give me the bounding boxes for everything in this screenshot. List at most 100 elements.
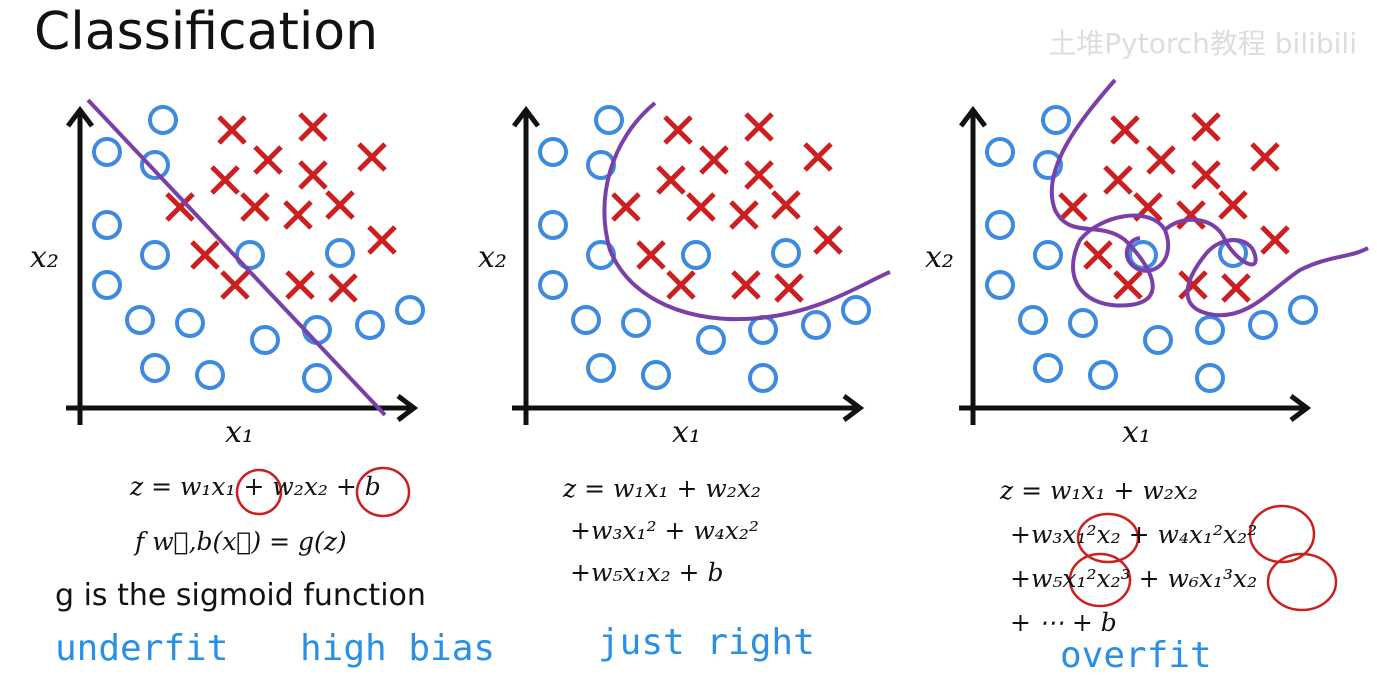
class-o (594, 105, 624, 135)
formula: z = w₁x₁ + w₂x₂ (1000, 476, 1198, 505)
class-x (1113, 270, 1143, 300)
class-o (748, 363, 778, 393)
class-x (686, 192, 716, 222)
caption: high bias (300, 628, 496, 669)
class-x (729, 200, 759, 230)
class-o (355, 310, 385, 340)
class-o (1033, 240, 1063, 270)
class-x (328, 273, 358, 303)
class-o (571, 305, 601, 335)
class-o (235, 240, 265, 270)
class-x (1191, 160, 1221, 190)
class-x (283, 200, 313, 230)
x-axis-label: x₁ (1122, 415, 1151, 450)
class-x (699, 145, 729, 175)
class-x (666, 270, 696, 300)
caption: just right (598, 622, 815, 663)
class-o (1041, 105, 1071, 135)
class-x (367, 225, 397, 255)
class-o (195, 360, 225, 390)
axes (512, 105, 865, 425)
class-o (748, 315, 778, 345)
class-o (621, 308, 651, 338)
class-x (1146, 145, 1176, 175)
class-o (1143, 325, 1173, 355)
formula: + ⋯ + b (1010, 608, 1117, 637)
class-o (538, 137, 568, 167)
class-x (656, 165, 686, 195)
decision-boundary (86, 98, 387, 417)
class-o (696, 325, 726, 355)
class-o (148, 105, 178, 135)
class-o (1195, 363, 1225, 393)
class-x (1218, 190, 1248, 220)
class-o (641, 360, 671, 390)
formula: f w⃗,b(x⃗) = g(z) (135, 527, 347, 556)
class-x (1250, 142, 1280, 172)
class-o (1248, 310, 1278, 340)
class-o (985, 137, 1015, 167)
formula: +w₅x₁x₂ + b (570, 558, 724, 587)
annotation (1266, 552, 1338, 612)
class-o (175, 308, 205, 338)
class-x (1110, 115, 1140, 145)
class-o (140, 150, 170, 180)
class-o (140, 353, 170, 383)
class-x (663, 115, 693, 145)
class-o (985, 210, 1015, 240)
annotation (1248, 504, 1316, 564)
caption: underfit (55, 628, 229, 669)
y-axis-label: x₂ (478, 240, 507, 275)
class-o (395, 295, 425, 325)
caption: overfit (1060, 635, 1212, 676)
class-x (325, 190, 355, 220)
class-x (774, 273, 804, 303)
y-axis-label: x₂ (925, 240, 954, 275)
class-o (92, 137, 122, 167)
class-o (1033, 150, 1063, 180)
class-x (253, 145, 283, 175)
class-o (302, 315, 332, 345)
class-x (1191, 112, 1221, 142)
class-o (1128, 240, 1158, 270)
class-x (744, 112, 774, 142)
annotation (1068, 552, 1132, 608)
class-o (92, 210, 122, 240)
class-x (298, 160, 328, 190)
formula: +w₃x₁² + w₄x₂² (570, 516, 759, 545)
class-o (841, 295, 871, 325)
class-x (813, 225, 843, 255)
class-x (240, 192, 270, 222)
class-x (1083, 240, 1113, 270)
class-x (731, 270, 761, 300)
class-x (217, 115, 247, 145)
class-x (803, 142, 833, 172)
y-axis-label: x₂ (30, 240, 59, 275)
annotation (1076, 512, 1140, 564)
class-o (125, 305, 155, 335)
x-axis-label: x₁ (225, 415, 254, 450)
decision-boundary (1049, 78, 1369, 318)
formula: +w₃x₁²x₂ + w₄x₁²x₂² (1010, 520, 1258, 549)
class-o (681, 240, 711, 270)
annotation (235, 468, 283, 516)
class-o (1288, 295, 1318, 325)
class-x (1178, 270, 1208, 300)
class-o (538, 270, 568, 300)
class-x (636, 240, 666, 270)
class-x (744, 160, 774, 190)
class-x (1221, 273, 1251, 303)
formula: z = w₁x₁ + w₂x₂ (563, 474, 761, 503)
class-o (985, 270, 1015, 300)
class-o (1068, 308, 1098, 338)
x-axis-label: x₁ (672, 415, 701, 450)
watermark: 土堆Pytorch教程 bilibili (1048, 27, 1357, 60)
class-o (586, 353, 616, 383)
class-x (210, 165, 240, 195)
class-x (298, 112, 328, 142)
class-x (1058, 192, 1088, 222)
class-o (140, 240, 170, 270)
class-o (801, 310, 831, 340)
class-x (357, 142, 387, 172)
